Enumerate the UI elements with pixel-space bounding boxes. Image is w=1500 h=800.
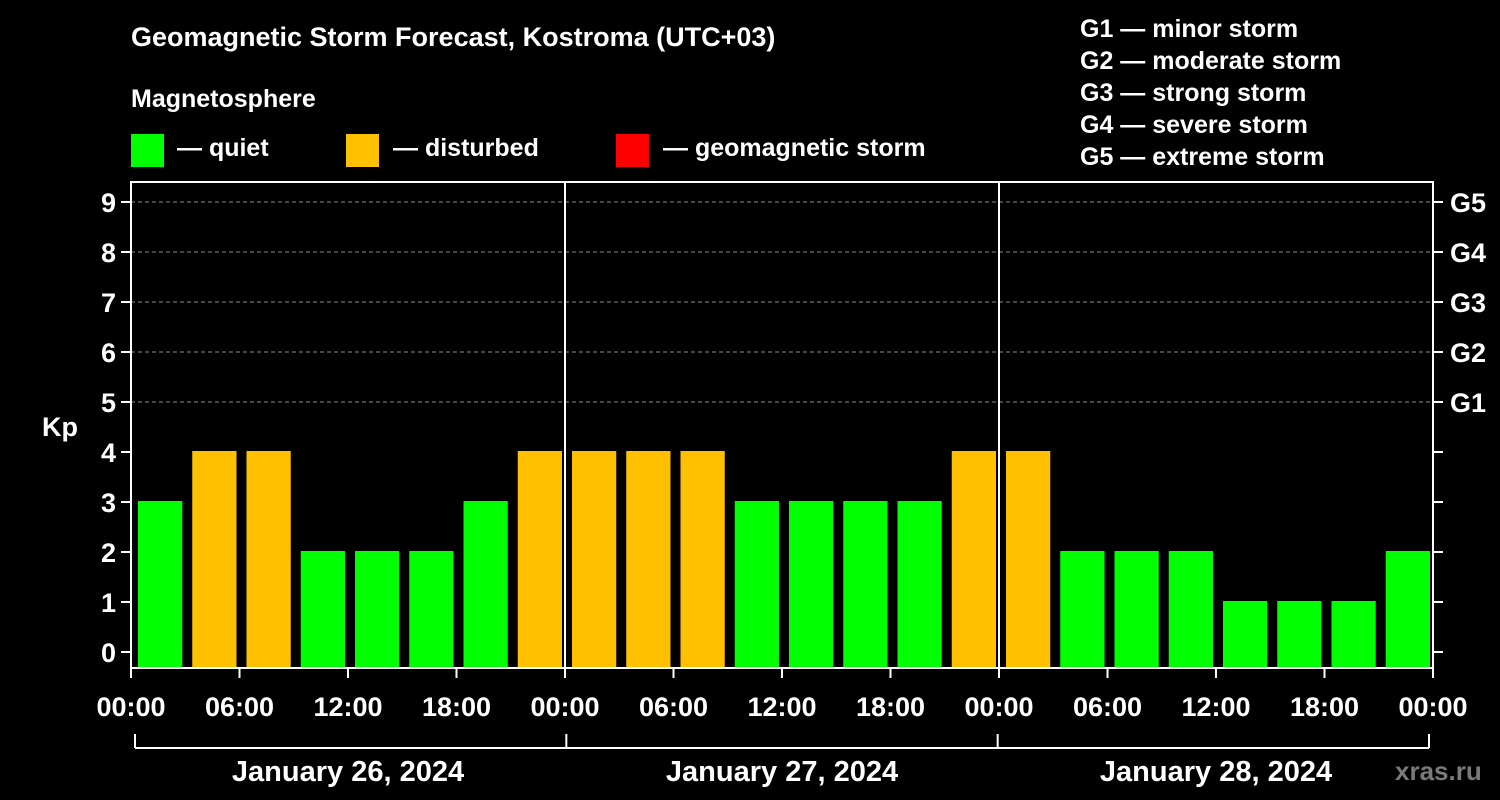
storm-level-g1: G1 — minor storm [1080,15,1299,43]
x-tick-label-4: 00:00 [530,692,599,722]
kp-bar-5 [409,551,454,668]
y-tick-label-0: 0 [101,638,116,668]
x-tick-label-12: 00:00 [1398,692,1467,722]
kp-bar-3 [300,551,345,668]
kp-bar-12 [789,501,834,668]
kp-bar-21 [1277,601,1322,668]
magnetosphere-label: Magnetosphere [131,85,316,113]
x-tick-label-7: 18:00 [856,692,925,722]
storm-axis-label-g1: G1 [1450,388,1486,418]
kp-bar-6 [463,501,508,668]
kp-bar-17 [1060,551,1105,668]
kp-bar-20 [1223,601,1268,668]
kp-bar-10 [680,451,725,668]
legend-swatch-storm [616,134,649,167]
storm-level-g4: G4 — severe storm [1080,111,1308,139]
storm-axis-label-g5: G5 [1450,188,1486,218]
x-tick-label-9: 06:00 [1073,692,1142,722]
x-tick-label-0: 00:00 [96,692,165,722]
y-tick-label-3: 3 [101,488,116,518]
legend-label-disturbed: — disturbed [393,134,539,162]
x-tick-label-11: 18:00 [1290,692,1359,722]
kp-bar-14 [897,501,942,668]
storm-axis-label-g4: G4 [1450,238,1486,268]
storm-axis-label-g2: G2 [1450,338,1486,368]
y-axis-label: Kp [42,412,78,442]
kp-bar-11 [734,501,779,668]
kp-bar-18 [1114,551,1159,668]
kp-bar-1 [192,451,237,668]
chart-title: Geomagnetic Storm Forecast, Kostroma (UT… [131,22,776,52]
legend-label-storm: — geomagnetic storm [663,134,926,162]
day-label-2: January 28, 2024 [1100,756,1332,788]
x-tick-label-6: 12:00 [747,692,816,722]
kp-bar-15 [951,451,996,668]
y-tick-label-8: 8 [101,238,116,268]
y-tick-label-2: 2 [101,538,116,568]
y-tick-label-7: 7 [101,288,116,318]
storm-level-g5: G5 — extreme storm [1080,143,1325,171]
kp-bar-4 [355,551,400,668]
x-tick-label-10: 12:00 [1181,692,1250,722]
legend-swatch-quiet [131,134,164,167]
kp-bar-9 [626,451,671,668]
kp-bar-0 [138,501,183,668]
x-tick-label-2: 12:00 [313,692,382,722]
x-tick-label-3: 18:00 [422,692,491,722]
y-tick-label-9: 9 [101,188,116,218]
y-tick-label-6: 6 [101,338,116,368]
storm-level-g3: G3 — strong storm [1080,79,1307,107]
kp-bar-8 [572,451,617,668]
y-tick-label-1: 1 [101,588,116,618]
kp-bar-19 [1168,551,1213,668]
day-label-0: January 26, 2024 [232,756,464,788]
legend-label-quiet: — quiet [177,134,269,162]
kp-bar-7 [517,451,562,668]
kp-bar-2 [246,451,291,668]
storm-axis-label-g3: G3 [1450,288,1486,318]
x-tick-label-8: 00:00 [964,692,1033,722]
x-tick-label-5: 06:00 [639,692,708,722]
kp-bar-23 [1385,551,1430,668]
x-tick-label-1: 06:00 [205,692,274,722]
day-label-1: January 27, 2024 [666,756,898,788]
storm-level-g2: G2 — moderate storm [1080,47,1342,75]
y-tick-label-4: 4 [101,438,116,468]
legend-swatch-disturbed [346,134,379,167]
kp-bar-16 [1006,451,1051,668]
y-tick-label-5: 5 [101,388,116,418]
watermark: xras.ru [1395,756,1482,786]
kp-bar-13 [843,501,888,668]
kp-bar-22 [1331,601,1376,668]
